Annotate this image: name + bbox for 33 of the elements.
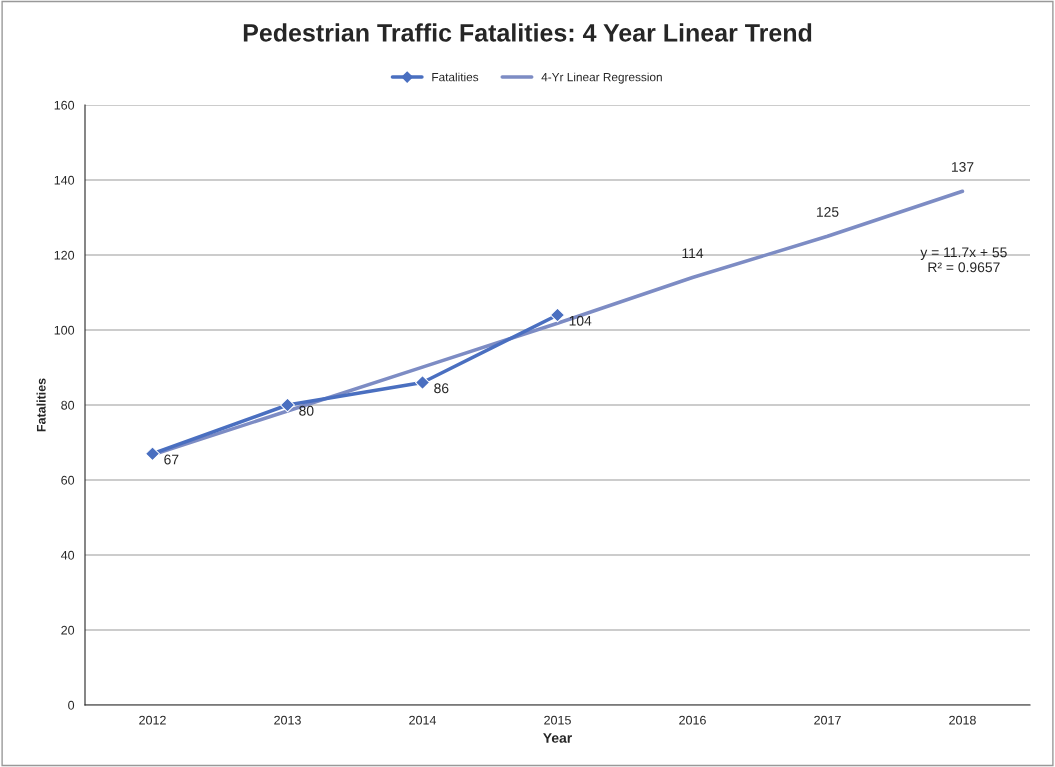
x-tick-label: 2016 — [679, 715, 706, 725]
x-tick-label: 2014 — [409, 715, 437, 725]
data-label: 80 — [299, 405, 314, 416]
point — [145, 446, 160, 462]
y-tick-label: 40 — [60, 550, 75, 560]
legend-label: Fatalities — [432, 72, 479, 82]
data-label: 86 — [434, 383, 449, 394]
legend-label: 4-Yr Linear Regression — [541, 72, 662, 84]
data-label: 137 — [951, 162, 974, 172]
x-tick-label: 2013 — [274, 715, 301, 725]
data-label: 104 — [569, 315, 592, 326]
x-tick-label: 2015 — [544, 715, 571, 725]
y-tick-label: 0 — [68, 700, 75, 710]
x-axis-title: Year — [543, 733, 572, 743]
y-tick-label: 100 — [54, 325, 75, 335]
annotation: y = 11.7x + 55 R² = 0.9657 — [920, 247, 1007, 273]
y-tick-label: 160 — [54, 100, 75, 110]
y-tick-label: 120 — [54, 250, 75, 260]
y-axis-title: Fatalities — [36, 378, 46, 432]
y-tick-label: 20 — [61, 625, 75, 635]
x-tick-label: 2018 — [949, 715, 976, 725]
data-label: 114 — [682, 248, 704, 258]
point — [280, 397, 295, 413]
y-tick-label: 60 — [61, 475, 75, 485]
data-label: 67 — [164, 454, 179, 465]
x-tick-label: 2017 — [814, 715, 841, 725]
point — [550, 307, 565, 323]
point — [415, 375, 430, 390]
y-tick-label: 140 — [54, 175, 75, 185]
y-tick-label: 80 — [61, 400, 75, 410]
data-label: 125 — [816, 207, 839, 217]
x-tick-label: 2012 — [139, 715, 166, 725]
chart-title: Pedestrian Traffic Fatalities: 4 Year Linear Trend — [243, 23, 812, 42]
